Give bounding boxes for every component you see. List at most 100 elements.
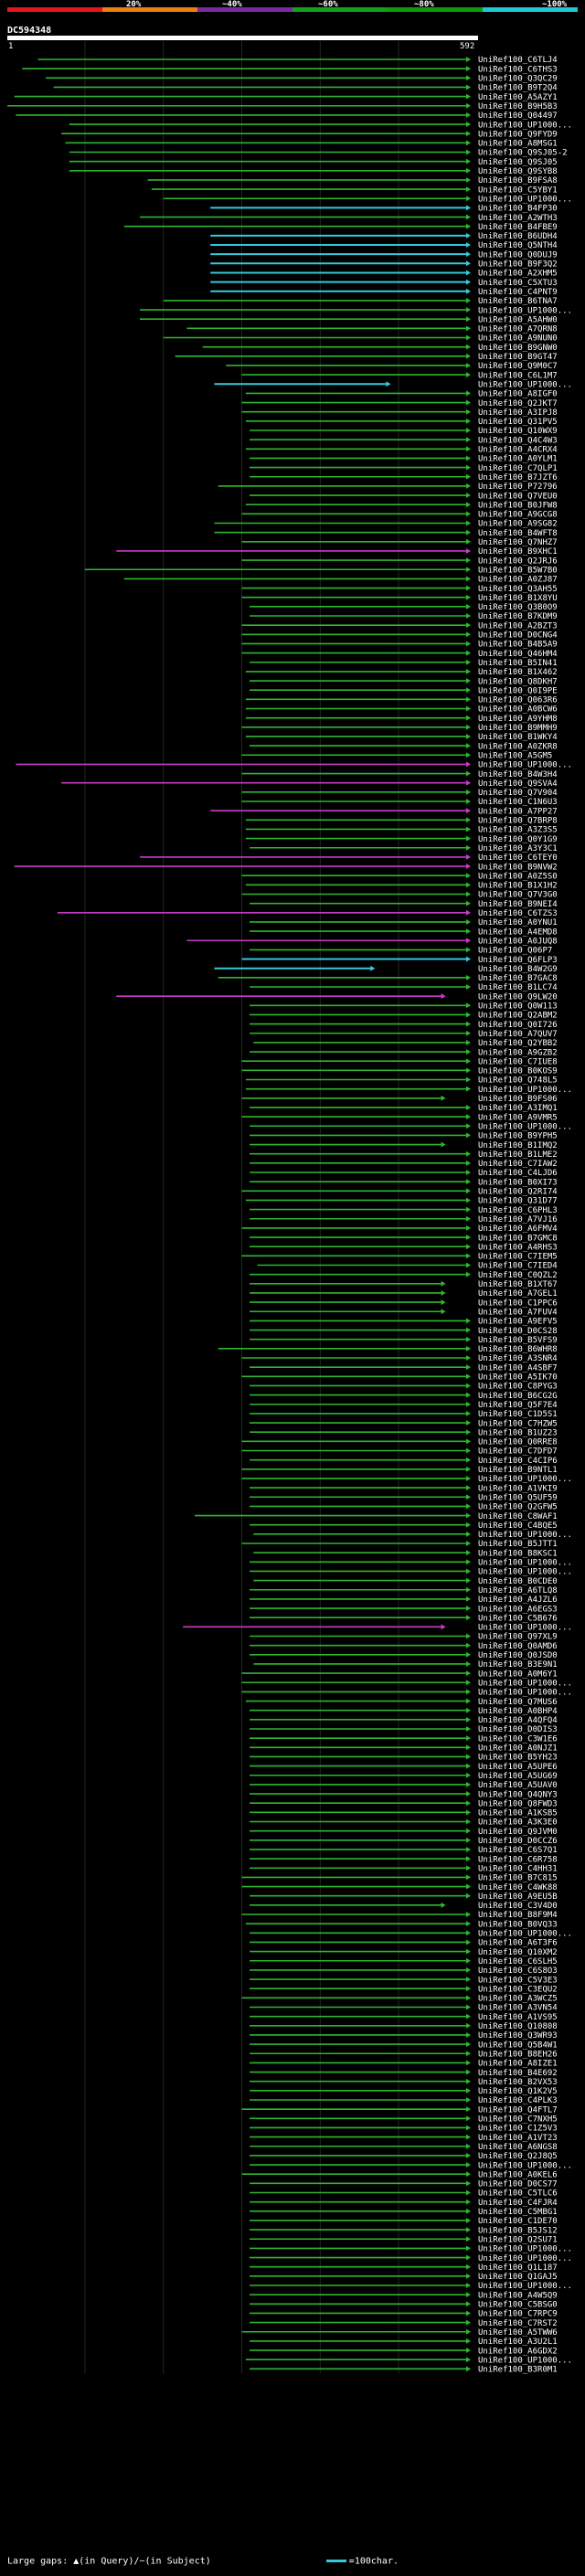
- hit-label[interactable]: UniRef100_C7RPC9: [478, 2310, 558, 2319]
- hit-label[interactable]: UniRef100_C6SLH5: [478, 1957, 558, 1966]
- hit-label[interactable]: UniRef100_Q2GFW5: [478, 1503, 558, 1512]
- hit-label[interactable]: UniRef100_C7HZW5: [478, 1419, 558, 1428]
- hit-label[interactable]: UniRef100_Q1L187: [478, 2263, 558, 2273]
- hit-label[interactable]: UniRef100_C4HH31: [478, 1864, 558, 1873]
- hit-label[interactable]: UniRef100_A3IMQ1: [478, 1104, 558, 1113]
- hit-label[interactable]: UniRef100_UP1000...: [478, 1679, 572, 1688]
- hit-label[interactable]: UniRef100_A3WCZ5: [478, 1995, 558, 2004]
- hit-label[interactable]: UniRef100_UP1000...: [478, 1624, 572, 1633]
- hit-label[interactable]: UniRef100_A4RHS3: [478, 1243, 558, 1252]
- hit-label[interactable]: UniRef100_Q3B0O9: [478, 603, 558, 612]
- hit-label[interactable]: UniRef100_A0JUQ8: [478, 937, 558, 946]
- hit-label[interactable]: UniRef100_A6TLQ8: [478, 1586, 558, 1595]
- hit-label[interactable]: UniRef100_C6TEY0: [478, 853, 558, 863]
- hit-label[interactable]: UniRef100_Q9SYB8: [478, 167, 558, 176]
- hit-label[interactable]: UniRef100_A7VJ16: [478, 1215, 558, 1224]
- hit-label[interactable]: UniRef100_B9F3Q2: [478, 260, 558, 270]
- hit-label[interactable]: UniRef100_Q31PV5: [478, 418, 558, 427]
- hit-label[interactable]: UniRef100_C7DFD7: [478, 1447, 558, 1457]
- hit-label[interactable]: UniRef100_Q9M0C7: [478, 362, 558, 371]
- hit-label[interactable]: UniRef100_C7IUE8: [478, 1057, 558, 1066]
- hit-label[interactable]: UniRef100_A4CRX4: [478, 446, 558, 455]
- hit-label[interactable]: UniRef100_Q4FTL7: [478, 2105, 558, 2115]
- hit-label[interactable]: UniRef100_Q6FLP3: [478, 956, 558, 965]
- hit-label[interactable]: UniRef100_Q063R6: [478, 696, 558, 705]
- hit-label[interactable]: UniRef100_Q7VEU0: [478, 492, 558, 501]
- hit-label[interactable]: UniRef100_A0YNU1: [478, 918, 558, 928]
- hit-label[interactable]: UniRef100_C5BSG0: [478, 2301, 558, 2310]
- hit-label[interactable]: UniRef100_C1D5S1: [478, 1410, 558, 1419]
- hit-label[interactable]: UniRef100_B9MMH9: [478, 724, 558, 733]
- hit-label[interactable]: UniRef100_Q7V904: [478, 789, 558, 798]
- hit-label[interactable]: UniRef100_Q04497: [478, 111, 558, 121]
- hit-label[interactable]: UniRef100_B5VFS9: [478, 1336, 558, 1345]
- hit-label[interactable]: UniRef100_B5W7B0: [478, 566, 558, 575]
- hit-label[interactable]: UniRef100_B5IN41: [478, 659, 558, 668]
- hit-label[interactable]: UniRef100_A3U2L1: [478, 2337, 558, 2347]
- hit-label[interactable]: UniRef100_C4PNT9: [478, 288, 558, 297]
- hit-label[interactable]: UniRef100_A6EGS3: [478, 1605, 558, 1614]
- hit-label[interactable]: UniRef100_Q7MUS6: [478, 1698, 558, 1707]
- hit-label[interactable]: UniRef100_C3V4D0: [478, 1902, 558, 1911]
- hit-label[interactable]: UniRef100_B8EH26: [478, 2050, 558, 2059]
- hit-label[interactable]: UniRef100_C1PPC6: [478, 1299, 558, 1308]
- hit-label[interactable]: UniRef100_B9GNW0: [478, 344, 558, 353]
- hit-label[interactable]: UniRef100_C5B676: [478, 1614, 558, 1623]
- hit-label[interactable]: UniRef100_Q1K2V5: [478, 2087, 558, 2096]
- hit-label[interactable]: UniRef100_B5JS12: [478, 2226, 558, 2235]
- hit-label[interactable]: UniRef100_A9YHM8: [478, 715, 558, 724]
- hit-label[interactable]: UniRef100_A5GM5: [478, 751, 552, 760]
- hit-label[interactable]: UniRef100_C4CIP6: [478, 1457, 558, 1466]
- hit-label[interactable]: UniRef100_A4SBF7: [478, 1363, 558, 1373]
- hit-label[interactable]: UniRef100_Q2YBB2: [478, 1039, 558, 1048]
- hit-label[interactable]: UniRef100_C7IAW2: [478, 1160, 558, 1169]
- hit-label[interactable]: UniRef100_B5JTT1: [478, 1540, 558, 1549]
- hit-label[interactable]: UniRef100_B9NEI4: [478, 900, 558, 909]
- hit-label[interactable]: UniRef100_Q9SVA4: [478, 779, 558, 789]
- hit-label[interactable]: UniRef100_A5IK70: [478, 1373, 558, 1383]
- hit-label[interactable]: UniRef100_Q2RI74: [478, 1188, 558, 1197]
- hit-label[interactable]: UniRef100_Q0Y1G9: [478, 835, 558, 844]
- hit-label[interactable]: UniRef100_Q0I726: [478, 1021, 558, 1030]
- hit-label[interactable]: UniRef100_C5MBG1: [478, 2208, 558, 2217]
- hit-label[interactable]: UniRef100_UP1000...: [478, 1559, 572, 1568]
- hit-label[interactable]: UniRef100_B0KOS9: [478, 1067, 558, 1076]
- hit-label[interactable]: UniRef100_Q5NTH4: [478, 241, 558, 250]
- hit-label[interactable]: UniRef100_UP1000...: [478, 2356, 572, 2365]
- hit-label[interactable]: UniRef100_Q2JKT7: [478, 399, 558, 408]
- hit-label[interactable]: UniRef100_A8IZE1: [478, 2060, 558, 2069]
- hit-label[interactable]: UniRef100_C7NXH5: [478, 2115, 558, 2125]
- hit-label[interactable]: UniRef100_C6PHL3: [478, 1206, 558, 1215]
- hit-label[interactable]: UniRef100_C6S7Q1: [478, 1846, 558, 1855]
- hit-label[interactable]: UniRef100_B7C815: [478, 1874, 558, 1883]
- hit-label[interactable]: UniRef100_A1VT23: [478, 2134, 558, 2143]
- hit-label[interactable]: UniRef100_A2XHM5: [478, 270, 558, 279]
- hit-label[interactable]: UniRef100_C3W1E6: [478, 1734, 558, 1744]
- hit-label[interactable]: UniRef100_D0CNG4: [478, 631, 558, 641]
- hit-label[interactable]: UniRef100_B9FSA8: [478, 176, 558, 186]
- hit-label[interactable]: UniRef100_Q0JSD0: [478, 1651, 558, 1660]
- hit-label[interactable]: UniRef100_A0ZKR8: [478, 742, 558, 751]
- hit-label[interactable]: UniRef100_B7JZT6: [478, 473, 558, 482]
- hit-label[interactable]: UniRef100_B2VX53: [478, 2078, 558, 2087]
- hit-label[interactable]: UniRef100_A0ZJ87: [478, 576, 558, 585]
- hit-label[interactable]: UniRef100_B1X1H2: [478, 882, 558, 891]
- hit-label[interactable]: UniRef100_B5YH23: [478, 1754, 558, 1763]
- hit-label[interactable]: UniRef100_C5XTU3: [478, 279, 558, 288]
- hit-label[interactable]: UniRef100_UP1000...: [478, 121, 572, 130]
- hit-label[interactable]: UniRef100_Q3WR93: [478, 2031, 558, 2041]
- hit-label[interactable]: UniRef100_UP1000...: [478, 761, 572, 770]
- hit-label[interactable]: UniRef100_D0CS77: [478, 2180, 558, 2189]
- hit-label[interactable]: UniRef100_C7RST2: [478, 2319, 558, 2328]
- hit-label[interactable]: UniRef100_Q0RRE8: [478, 1438, 558, 1447]
- hit-label[interactable]: UniRef100_A7GEL1: [478, 1289, 558, 1299]
- hit-label[interactable]: UniRef100_B9GT47: [478, 353, 558, 362]
- hit-label[interactable]: UniRef100_Q5B4W1: [478, 2041, 558, 2050]
- hit-label[interactable]: UniRef100_B0CDE0: [478, 1577, 558, 1586]
- hit-label[interactable]: UniRef100_B9FS06: [478, 1095, 558, 1104]
- hit-label[interactable]: UniRef100_P72796: [478, 482, 558, 492]
- hit-label[interactable]: UniRef100_A7FUV4: [478, 1308, 558, 1317]
- hit-label[interactable]: UniRef100_A1VS95: [478, 2013, 558, 2022]
- hit-label[interactable]: UniRef100_Q2J8Q5: [478, 2152, 558, 2161]
- hit-label[interactable]: UniRef100_A3Y3C1: [478, 844, 558, 853]
